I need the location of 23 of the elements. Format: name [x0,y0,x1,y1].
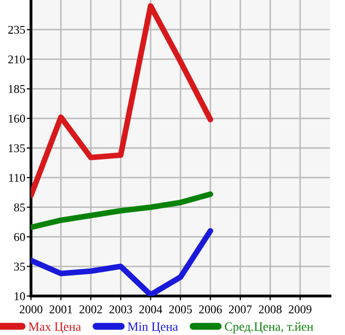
y-tick-label: 235 [8,26,25,34]
x-tick-label: 2006 [199,305,222,314]
x-tick-label: 2004 [139,305,162,314]
legend-label: Max Цена [28,322,81,334]
y-tick-label: 135 [8,144,25,152]
y-tick-label: 35 [14,262,25,271]
legend-label: Min Цена [128,322,178,334]
x-tick-label: 2001 [50,305,72,314]
y-tick-label: 110 [9,174,25,182]
x-tick-label: 2007 [229,305,252,314]
y-tick-label: 185 [8,85,25,94]
x-tick-label: 2009 [288,305,312,314]
legend-label: Сред.Цена, т.йен [224,322,314,334]
x-tick-label: 2002 [80,305,102,314]
x-tick-label: 2005 [169,305,192,314]
y-tick-label: 210 [8,55,25,64]
y-tick-label: 160 [8,114,25,123]
x-tick-label: 2008 [258,305,282,314]
y-tick-label: 85 [14,203,25,212]
x-tick-label: 2000 [20,305,42,314]
y-tick-label: 60 [14,233,25,242]
x-tick-label: 2003 [109,305,132,314]
y-tick-label: 10 [14,292,25,300]
